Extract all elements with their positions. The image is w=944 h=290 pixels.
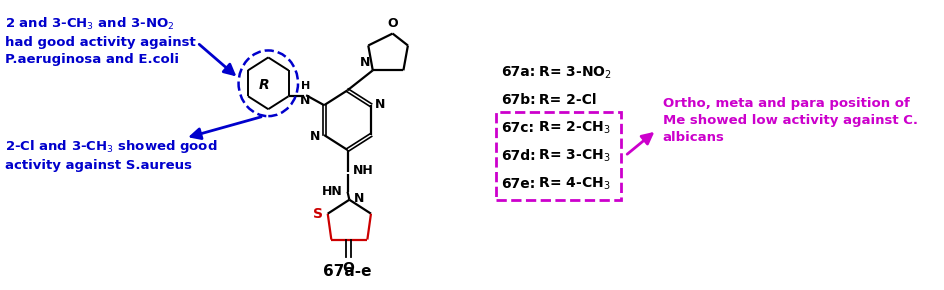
Text: 67a-e: 67a-e [323,264,371,279]
Text: N: N [353,192,363,205]
Text: H: H [300,81,310,91]
Text: O: O [387,17,397,30]
Text: R: R [259,78,269,92]
Text: 67c:: 67c: [500,121,533,135]
Text: N: N [310,130,320,143]
Text: N: N [360,56,370,69]
Text: 67b:: 67b: [500,93,534,107]
Text: 67e:: 67e: [500,177,534,191]
Text: R= 3-NO$_2$: R= 3-NO$_2$ [533,64,612,81]
Text: R= 3-CH$_3$: R= 3-CH$_3$ [533,148,610,164]
Text: N: N [374,98,384,111]
Text: S: S [312,207,323,221]
Text: R= 2-Cl: R= 2-Cl [533,93,596,107]
Text: O: O [342,262,354,275]
Text: 2 and 3-CH$_3$ and 3-NO$_2$
had good activity against
P.aeruginosa and E.coli: 2 and 3-CH$_3$ and 3-NO$_2$ had good act… [6,16,195,66]
Text: NH: NH [352,164,373,177]
Text: R= 4-CH$_3$: R= 4-CH$_3$ [533,176,610,192]
Text: 67a:: 67a: [500,65,534,79]
Text: R= 2-CH$_3$: R= 2-CH$_3$ [533,120,610,136]
Text: HN: HN [321,185,342,198]
Text: N: N [299,94,310,107]
Text: 2-Cl and 3-CH$_3$ showed good
activity against S.aureus: 2-Cl and 3-CH$_3$ showed good activity a… [6,138,217,172]
Text: Ortho, meta and para position of
Me showed low activity against C.
albicans: Ortho, meta and para position of Me show… [662,97,917,144]
Text: 67d:: 67d: [500,149,534,163]
